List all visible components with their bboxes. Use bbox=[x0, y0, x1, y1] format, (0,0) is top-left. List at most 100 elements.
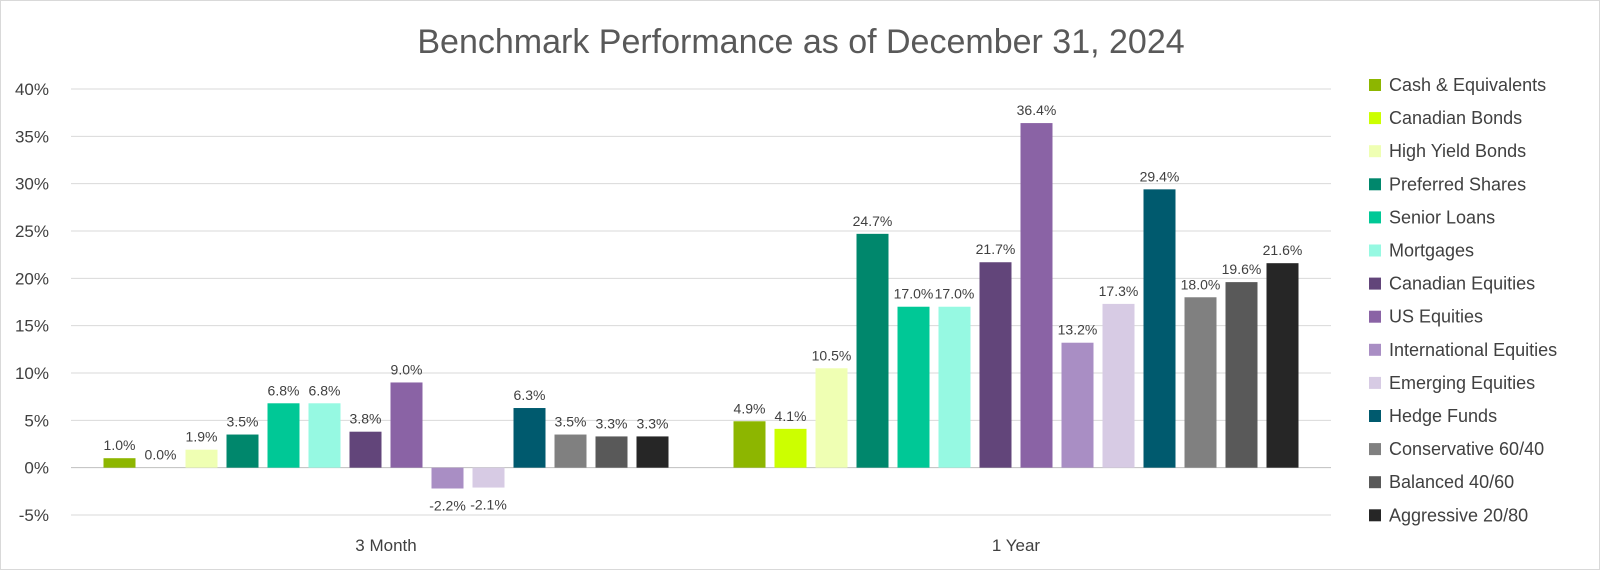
data-label: 19.6% bbox=[1222, 261, 1262, 277]
bar bbox=[186, 450, 218, 468]
legend-label: Senior Loans bbox=[1389, 207, 1495, 227]
bar bbox=[391, 382, 423, 467]
data-label: 29.4% bbox=[1140, 168, 1180, 184]
bar bbox=[898, 307, 930, 468]
data-label: 3.5% bbox=[227, 414, 259, 430]
bar bbox=[104, 458, 136, 467]
data-label: 13.2% bbox=[1058, 322, 1098, 338]
bar bbox=[939, 307, 971, 468]
legend-swatch bbox=[1369, 112, 1381, 124]
chart-title: Benchmark Performance as of December 31,… bbox=[417, 23, 1184, 61]
legend-swatch bbox=[1369, 311, 1381, 323]
bar bbox=[1144, 189, 1176, 467]
bar bbox=[1021, 123, 1053, 468]
data-label: 0.0% bbox=[145, 447, 177, 463]
legend-label: Mortgages bbox=[1389, 241, 1474, 261]
x-category-label: 1 Year bbox=[992, 536, 1041, 555]
bar bbox=[1062, 343, 1094, 468]
y-tick-label: 10% bbox=[15, 364, 49, 383]
legend-label: Emerging Equities bbox=[1389, 373, 1535, 393]
data-label: 6.8% bbox=[268, 382, 300, 398]
data-label: 36.4% bbox=[1017, 102, 1057, 118]
y-tick-label: -5% bbox=[19, 506, 49, 525]
data-label: 17.0% bbox=[935, 286, 975, 302]
bar bbox=[268, 403, 300, 467]
bar bbox=[637, 436, 669, 467]
data-label: -2.2% bbox=[429, 497, 466, 513]
y-tick-label: 5% bbox=[24, 411, 49, 430]
legend-swatch bbox=[1369, 278, 1381, 290]
data-label: 6.3% bbox=[514, 387, 546, 403]
legend-swatch bbox=[1369, 509, 1381, 521]
bar bbox=[1185, 297, 1217, 467]
legend-label: Conservative 60/40 bbox=[1389, 439, 1544, 459]
legend-swatch bbox=[1369, 443, 1381, 455]
bar bbox=[1267, 263, 1299, 467]
bar-layer bbox=[104, 123, 1299, 488]
data-label: 3.8% bbox=[350, 411, 382, 427]
legend-swatch bbox=[1369, 178, 1381, 190]
legend-label: High Yield Bonds bbox=[1389, 141, 1526, 161]
bar bbox=[857, 234, 889, 468]
bar bbox=[309, 403, 341, 467]
y-tick-label: 25% bbox=[15, 222, 49, 241]
legend-label: Canadian Bonds bbox=[1389, 108, 1522, 128]
legend-label: Aggressive 20/80 bbox=[1389, 505, 1528, 525]
legend-swatch bbox=[1369, 245, 1381, 257]
legend-label: Hedge Funds bbox=[1389, 406, 1497, 426]
data-label: 21.7% bbox=[976, 241, 1016, 257]
data-label: 4.1% bbox=[775, 408, 807, 424]
data-label: 24.7% bbox=[853, 213, 893, 229]
legend-swatch bbox=[1369, 145, 1381, 157]
legend-label: US Equities bbox=[1389, 307, 1483, 327]
bar bbox=[1226, 282, 1258, 468]
data-label: 18.0% bbox=[1181, 276, 1221, 292]
data-label: 17.3% bbox=[1099, 283, 1139, 299]
data-label: 1.0% bbox=[104, 437, 136, 453]
legend-swatch bbox=[1369, 377, 1381, 389]
data-label: 3.3% bbox=[596, 415, 628, 431]
legend-label: Balanced 40/60 bbox=[1389, 472, 1514, 492]
legend-label: International Equities bbox=[1389, 340, 1557, 360]
legend-swatch bbox=[1369, 410, 1381, 422]
legend: Cash & Equivalents Canadian Bonds High Yie… bbox=[1369, 75, 1557, 525]
legend-swatch bbox=[1369, 344, 1381, 356]
legend-label: Canadian Equities bbox=[1389, 274, 1535, 294]
y-tick-label: 40% bbox=[15, 80, 49, 99]
y-tick-label: 0% bbox=[24, 459, 49, 478]
y-tick-label: 30% bbox=[15, 175, 49, 194]
data-label: 1.9% bbox=[186, 429, 218, 445]
bar bbox=[1103, 304, 1135, 468]
data-label: 17.0% bbox=[894, 286, 934, 302]
y-tick-label: 35% bbox=[15, 127, 49, 146]
data-label: 10.5% bbox=[812, 347, 852, 363]
legend-swatch bbox=[1369, 211, 1381, 223]
bar bbox=[473, 468, 505, 488]
data-label: 3.3% bbox=[637, 415, 669, 431]
data-label: -2.1% bbox=[470, 497, 507, 513]
y-tick-label: 20% bbox=[15, 269, 49, 288]
y-tick-label: 15% bbox=[15, 317, 49, 336]
bar bbox=[980, 262, 1012, 467]
legend-label: Cash & Equivalents bbox=[1389, 75, 1546, 95]
data-label: 4.9% bbox=[734, 400, 766, 416]
data-label: 9.0% bbox=[391, 361, 423, 377]
legend-swatch bbox=[1369, 79, 1381, 91]
legend-swatch bbox=[1369, 476, 1381, 488]
x-category-label: 3 Month bbox=[355, 536, 416, 555]
bar bbox=[775, 429, 807, 468]
data-label: 3.5% bbox=[555, 414, 587, 430]
bar bbox=[350, 432, 382, 468]
bar bbox=[816, 368, 848, 467]
data-label: 6.8% bbox=[309, 382, 341, 398]
legend-label: Preferred Shares bbox=[1389, 174, 1526, 194]
bar bbox=[227, 435, 259, 468]
bar bbox=[432, 468, 464, 489]
data-label: 21.6% bbox=[1263, 242, 1303, 258]
bar bbox=[596, 436, 628, 467]
bar bbox=[555, 435, 587, 468]
grid-layer bbox=[71, 89, 1331, 515]
bar bbox=[734, 421, 766, 467]
